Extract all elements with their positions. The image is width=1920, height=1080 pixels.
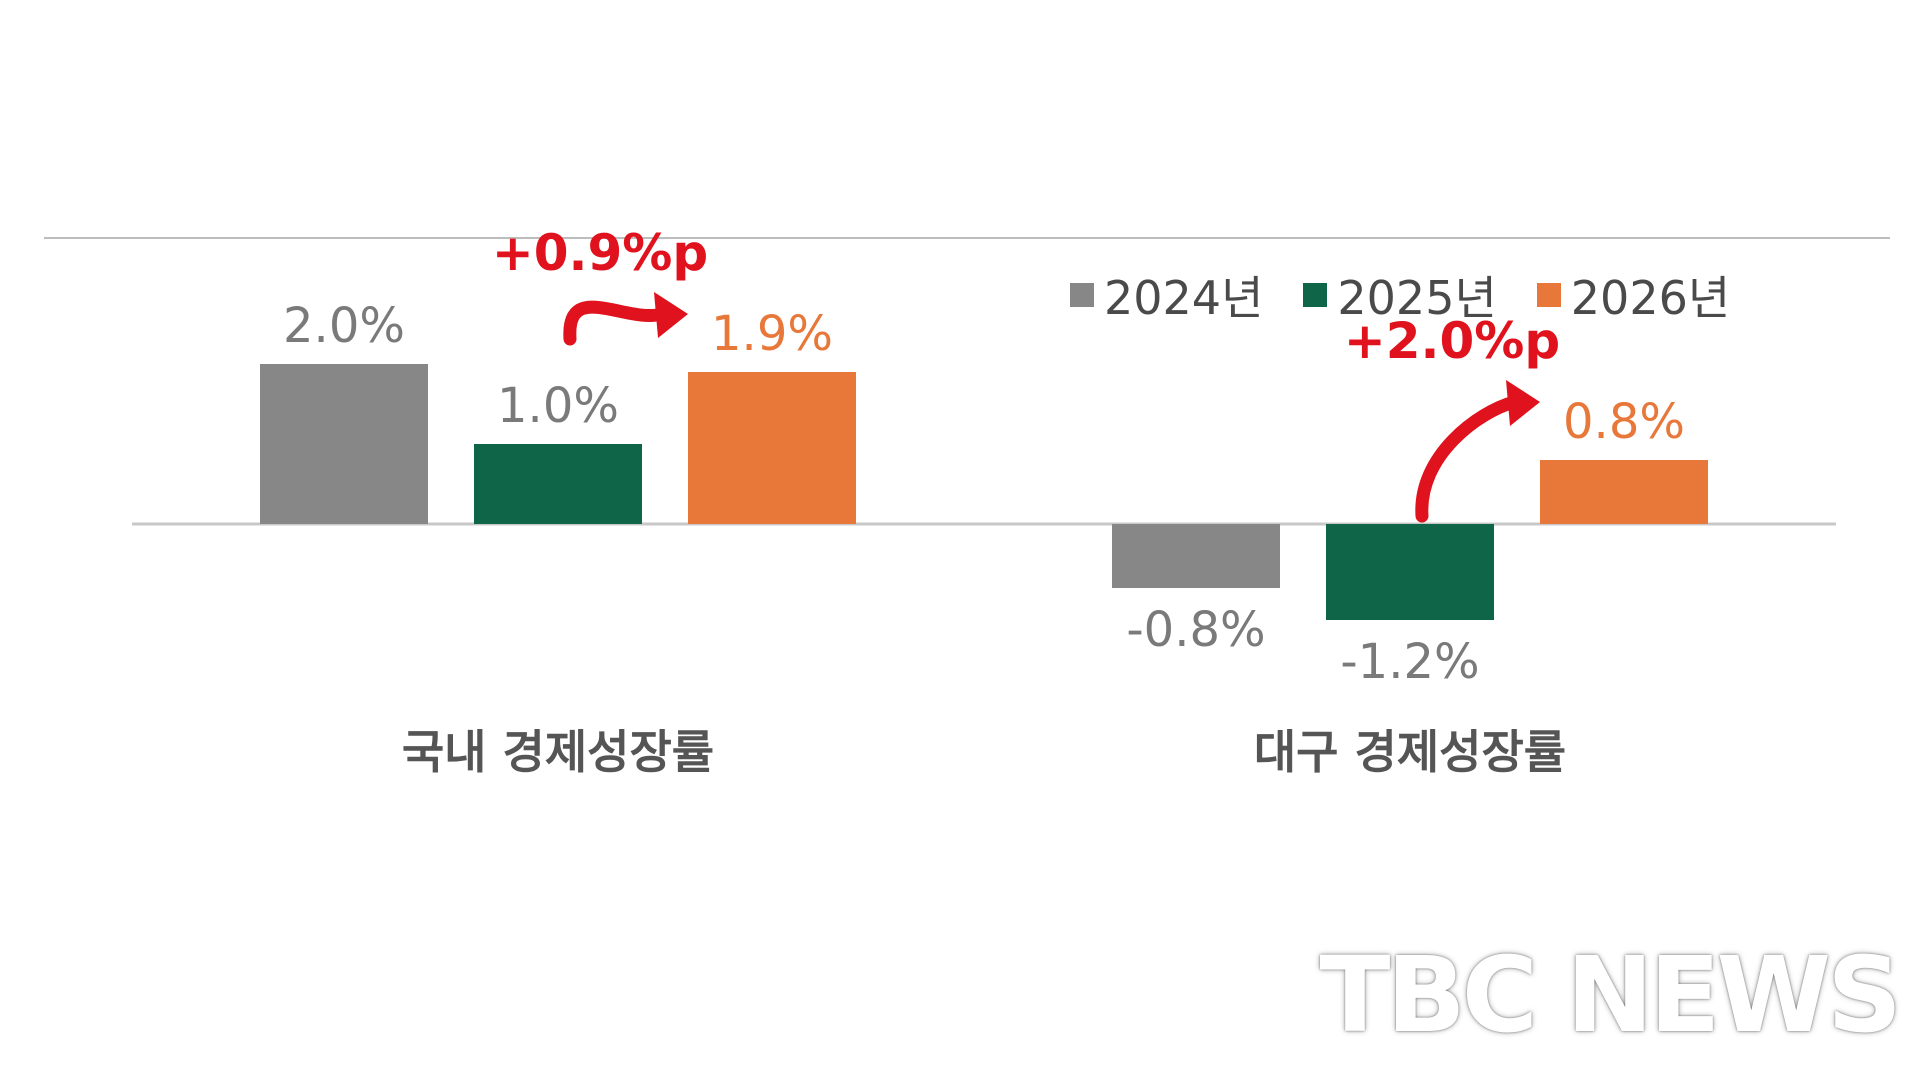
bar xyxy=(474,444,642,524)
watermark-logo: TBC NEWS xyxy=(1319,934,1902,1056)
legend-label: 2025년 xyxy=(1337,271,1497,325)
change-arrow xyxy=(563,300,669,346)
legend-label: 2026년 xyxy=(1570,271,1731,325)
bar xyxy=(688,372,856,524)
data-label: 2.0% xyxy=(283,298,405,354)
change-arrowhead xyxy=(1506,380,1540,426)
change-arrowhead xyxy=(654,292,688,338)
legend-swatch xyxy=(1070,283,1094,307)
legend-swatch xyxy=(1303,283,1328,307)
data-label: -1.2% xyxy=(1340,634,1479,690)
bar xyxy=(1540,460,1708,524)
change-arrow xyxy=(1415,395,1521,523)
change-annotation: +0.9%p xyxy=(492,224,708,282)
bar xyxy=(1112,524,1280,588)
category-label: 대구 경제성장률 xyxy=(1254,725,1566,779)
change-annotation: +2.0%p xyxy=(1344,312,1560,370)
legend: 2024년 2025년 2026년 xyxy=(1070,262,1730,328)
data-label: 1.0% xyxy=(497,378,619,434)
category-label: 국내 경제성장률 xyxy=(402,725,714,779)
data-label: -0.8% xyxy=(1126,602,1265,658)
legend-item: 2025년 xyxy=(1303,262,1497,328)
legend-label: 2024년 xyxy=(1104,271,1264,325)
legend-item: 2026년 xyxy=(1536,262,1731,328)
bar xyxy=(260,364,428,524)
data-label: 0.8% xyxy=(1563,394,1685,450)
bar xyxy=(1326,524,1494,620)
legend-item: 2024년 xyxy=(1070,262,1263,328)
data-label: 1.9% xyxy=(711,306,833,362)
legend-swatch xyxy=(1536,283,1561,307)
